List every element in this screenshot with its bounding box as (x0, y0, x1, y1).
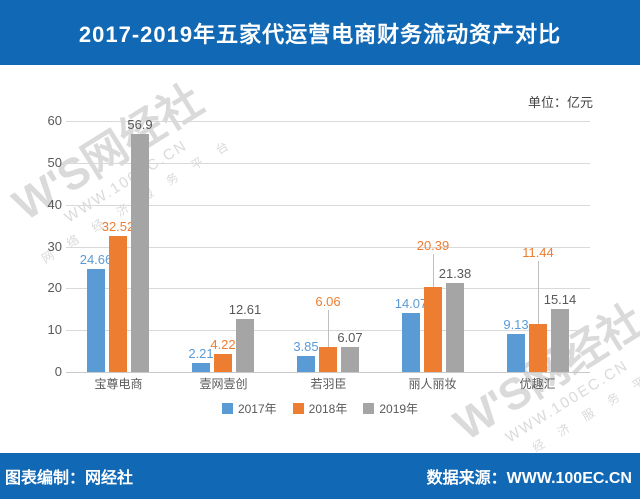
value-label-series0-cat3: 14.07 (394, 296, 428, 311)
legend-item-2: 2019年 (363, 400, 418, 417)
x-axis-label-cat1: 壹网壹创 (199, 377, 248, 391)
legend-item-0: 2017年 (221, 400, 277, 417)
value-label-series2-cat3: 21.38 (438, 266, 472, 281)
bar-series2-cat3 (446, 283, 464, 372)
legend-label: 2019年 (379, 402, 419, 416)
x-axis-label-cat2: 若羽臣 (310, 377, 347, 391)
value-label-series0-cat4: 9.13 (503, 317, 529, 332)
footer-credit: 图表编制：网经社 (5, 470, 134, 487)
gridline-40 (66, 205, 590, 206)
y-axis-label-40: 40 (47, 197, 62, 212)
unit-label: 单位：亿元 (527, 95, 593, 110)
bar-series2-cat4 (551, 309, 569, 372)
bar-series0-cat0 (87, 269, 105, 372)
bar-series0-cat1 (192, 363, 210, 372)
y-axis-label-60: 60 (47, 113, 62, 128)
value-label-series0-cat2: 3.85 (293, 339, 319, 354)
value-label-series0-cat1: 2.21 (188, 346, 214, 361)
title-bar: 2017-2019年五家代运营电商财务流动资产对比 (0, 0, 640, 65)
y-axis-label-50: 50 (47, 155, 62, 170)
y-axis-label-30: 30 (47, 239, 62, 254)
gridline-60 (66, 121, 590, 122)
value-label-leader-cat2 (328, 310, 329, 347)
bar-series2-cat2 (341, 347, 359, 372)
bar-series1-cat0 (109, 236, 127, 372)
footer-source: 数据来源：WWW.100EC.CN (426, 470, 632, 487)
bar-series1-cat2 (319, 347, 337, 372)
legend-label: 2018年 (308, 402, 348, 416)
x-axis-label-cat4: 优趣汇 (519, 377, 556, 391)
value-label-series1-cat0: 32.52 (101, 219, 135, 234)
legend-swatch-icon (221, 403, 233, 414)
value-label-series2-cat2: 6.07 (337, 330, 363, 345)
bar-series0-cat2 (297, 356, 315, 372)
gridline-30 (66, 247, 590, 248)
bar-series0-cat3 (402, 313, 420, 372)
gridline-0 (66, 372, 590, 373)
footer-bar: 图表编制：网经社 数据来源：WWW.100EC.CN (0, 453, 640, 499)
value-label-series2-cat4: 15.14 (543, 292, 577, 307)
bar-series1-cat4 (529, 324, 547, 372)
bar-series0-cat4 (507, 334, 525, 372)
bar-series2-cat1 (236, 319, 254, 372)
y-axis-label-10: 10 (47, 322, 62, 337)
legend-swatch-icon (292, 403, 304, 414)
legend-swatch-icon (363, 403, 375, 414)
legend: 2017年 2018年 2019年 (0, 400, 640, 417)
y-axis-label-20: 20 (47, 280, 62, 295)
value-label-series2-cat1: 12.61 (228, 302, 262, 317)
value-label-leader-cat4 (538, 261, 539, 324)
x-axis-label-cat0: 宝尊电商 (94, 377, 143, 391)
value-label-leader-cat3 (433, 254, 434, 287)
bar-series1-cat3 (424, 287, 442, 372)
value-label-series2-cat0: 56.9 (127, 117, 153, 132)
value-label-series1-cat2: 6.06 (315, 294, 341, 309)
value-label-series1-cat3: 20.39 (416, 238, 450, 253)
bar-series1-cat1 (214, 354, 232, 372)
bar-series2-cat0 (131, 134, 149, 372)
gridline-50 (66, 163, 590, 164)
y-axis-label-0: 0 (54, 364, 62, 379)
legend-item-1: 2018年 (292, 400, 348, 417)
legend-label: 2017年 (237, 402, 277, 416)
value-label-series0-cat0: 24.66 (79, 252, 113, 267)
value-label-series1-cat1: 4.22 (210, 337, 236, 352)
page-title: 2017-2019年五家代运营电商财务流动资产对比 (78, 21, 562, 47)
x-axis-label-cat3: 丽人丽妆 (408, 377, 457, 391)
value-label-series1-cat4: 11.44 (522, 245, 554, 260)
gridline-20 (66, 288, 590, 289)
